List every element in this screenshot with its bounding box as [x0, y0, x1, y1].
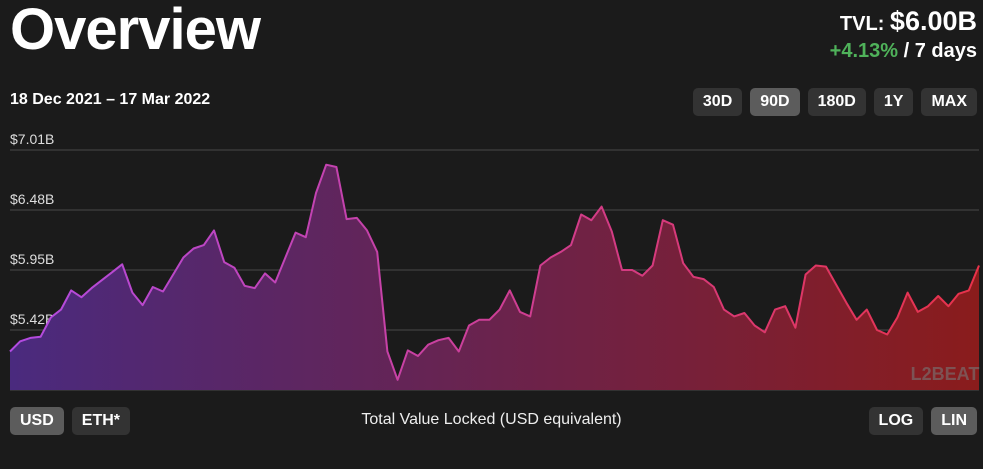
area — [10, 164, 979, 390]
tvl: TVL: $6.00B — [840, 6, 977, 37]
y-tick-label: $7.01B — [10, 131, 54, 147]
page-title: Overview — [10, 0, 261, 62]
range-button[interactable]: MAX — [921, 88, 977, 116]
currency-button[interactable]: USD — [10, 407, 64, 435]
change-period: / 7 days — [903, 40, 977, 62]
range-button[interactable]: 30D — [692, 88, 743, 116]
scale-buttons: LOG LIN — [868, 407, 977, 435]
range-button[interactable]: 1Y — [873, 88, 914, 116]
y-tick-label: $6.48B — [10, 191, 54, 207]
watermark: L2BEAT — [911, 364, 980, 384]
scale-button[interactable]: LOG — [868, 407, 924, 435]
range-button[interactable]: 180D — [807, 88, 866, 116]
change: +4.13% / 7 days — [830, 40, 977, 63]
range-buttons: 30D 90D 180D 1Y MAX — [692, 88, 977, 116]
scale-button[interactable]: LIN — [931, 407, 977, 435]
currency-buttons: USD ETH* — [10, 407, 131, 435]
date-range: 18 Dec 2021 – 17 Mar 2022 — [10, 91, 211, 108]
currency-button[interactable]: ETH* — [71, 407, 131, 435]
change-value: +4.13% — [829, 40, 899, 62]
range-button[interactable]: 90D — [750, 88, 800, 116]
line — [9, 163, 980, 381]
y-tick-label: $5.42B — [10, 311, 54, 327]
tvl-value: $6.00B — [889, 6, 977, 36]
y-tick-label: $5.95B — [10, 251, 54, 267]
tvl-label: TVL: — [839, 13, 885, 35]
